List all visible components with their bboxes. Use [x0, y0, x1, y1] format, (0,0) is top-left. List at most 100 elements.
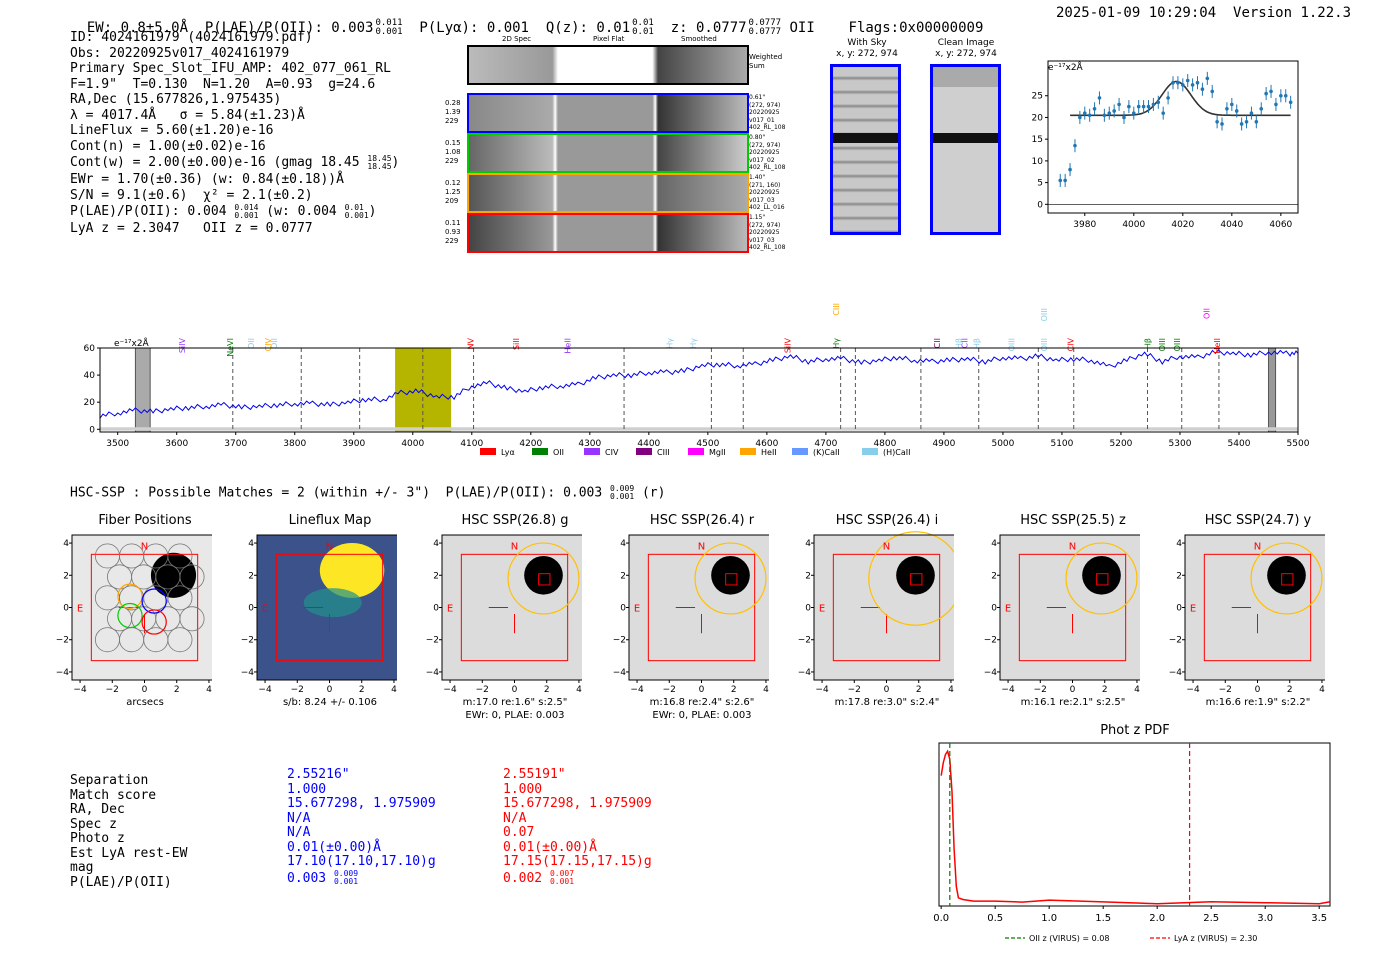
- emission-line-label: OIII: [1040, 338, 1049, 351]
- cutout-title: HSC SSP(26.4) r: [649, 513, 755, 528]
- zoom-data-point: [1122, 115, 1126, 120]
- legend-label: OII: [553, 448, 564, 457]
- legend-oii-text: OII z (VIRUS) = 0.08: [1029, 934, 1109, 943]
- fiber-circle-highlight: [117, 602, 143, 629]
- cutout-xtick-label: 0: [699, 685, 705, 695]
- emission-line-label: SiII: [512, 338, 521, 350]
- match-label: Spec z: [70, 816, 117, 832]
- photz-chart: 0.0 0.5 1.0 1.5 2.0 2.5 3.0 3.5 OII z (VIRUS) =…: [933, 742, 1331, 943]
- cutout-background: [814, 535, 954, 680]
- detection-info: ID: 4024161979 (4024161979.pdf) Obs: 202…: [70, 30, 399, 237]
- timestamp: 2025-01-09 10:29:04: [1056, 5, 1217, 21]
- zoom-data-point: [1063, 178, 1067, 183]
- photz-xtick-label: 2.5: [1203, 913, 1219, 924]
- cutout-xtick-label: −2: [476, 685, 489, 695]
- cutout-frame: [999, 534, 1140, 681]
- cutout-image-1: N E −4−4 −2 −2 0 0 2 2 4 4: [241, 534, 397, 695]
- zoom-data-point: [1254, 120, 1259, 124]
- full-xtick-label: 4500: [696, 439, 719, 449]
- zoom-data-point: [1146, 104, 1151, 109]
- search-box: [1018, 553, 1127, 662]
- match-col2-value: 15.677298, 1.975909: [503, 796, 652, 811]
- info-sn: S/N = 9.1(±0.6) χ² = 2.1(±0.2): [70, 187, 313, 203]
- legend-label: Lyα: [501, 448, 515, 457]
- legend-label: CIII: [657, 448, 670, 457]
- legend-label: CIV: [605, 448, 619, 457]
- spectrum-line: [99, 349, 1299, 419]
- zoom-ytick-label: 0: [1037, 200, 1043, 210]
- match-col2-value: 2.55191": [503, 767, 566, 782]
- cutout-xtick-label: 0: [512, 685, 518, 695]
- cutout-ytick-label: −4: [613, 668, 627, 678]
- legend-swatch: [792, 448, 808, 455]
- zoom-line-fit-chart: e⁻¹⁷x2Å 3980 4000 4020 4040 4060 0 5 10 15 20 25: [1032, 60, 1299, 230]
- clean-image-title: Clean Image x, y: 272, 974: [935, 38, 997, 59]
- full-xtick-label: 4200: [519, 439, 542, 449]
- cutout-ytick-label: 4: [63, 539, 69, 549]
- zoom-gaussian-fit: [1070, 80, 1291, 117]
- aperture-circle: [868, 531, 954, 626]
- cutout-ytick-label: −4: [56, 668, 70, 678]
- cutout-background: [629, 535, 769, 680]
- north-label: N: [511, 542, 518, 553]
- zoom-data-point: [1136, 104, 1141, 109]
- cutout-ytick-label: −4: [241, 668, 255, 678]
- hsc-summary: HSC-SSP : Possible Matches = 2 (within +…: [70, 485, 665, 501]
- cutout-ytick-label: −2: [613, 636, 626, 646]
- full-ytick-label: 40: [84, 371, 96, 381]
- zoom-data-point: [1166, 96, 1170, 100]
- emission-line-label: OIII: [1040, 308, 1049, 321]
- fiber-circle-highlight: [141, 609, 167, 635]
- cutout-xtick-label: 2: [544, 685, 550, 695]
- info-obs: Obs: 20220925v017_4024161979: [70, 45, 290, 61]
- legend-swatch: [740, 448, 756, 455]
- photz-xtick-label: 2.0: [1149, 913, 1165, 924]
- cutout-ytick-label: 0: [1176, 604, 1182, 614]
- masked-region-red: [1267, 347, 1277, 433]
- lineflux-peak: [319, 543, 385, 598]
- cutout-caption: arcsecs: [126, 697, 164, 708]
- full-xtick-label: 4700: [814, 439, 837, 449]
- zoom-data-point: [1205, 76, 1210, 81]
- legend-swatch: [636, 448, 652, 455]
- cutout-xtick-label: −2: [1219, 685, 1232, 695]
- cutout-background: [1185, 535, 1325, 680]
- legend-label: MgII: [709, 448, 726, 457]
- zoom-data-point: [1117, 102, 1121, 107]
- error-band: [100, 427, 1298, 431]
- col-header-pixelflat: Pixel Flat: [593, 35, 625, 43]
- full-xtick-label: 5400: [1228, 439, 1251, 449]
- emission-line-label: NeVI: [226, 338, 235, 357]
- legend-swatch: [862, 448, 878, 455]
- cutout-background: [72, 535, 212, 680]
- north-label: N: [326, 542, 333, 553]
- cutout-xtick-label: 4: [576, 685, 582, 695]
- north-label: N: [883, 542, 890, 553]
- east-label: E: [262, 604, 268, 615]
- match-box: [725, 573, 738, 586]
- info-primary: Primary Spec_Slot_IFU_AMP: 402_077_061_R…: [70, 61, 391, 76]
- cutout-xtick-label: −4: [73, 685, 87, 695]
- cutout-ytick-label: −2: [56, 636, 69, 646]
- z-value: z: 0.0777: [670, 20, 747, 36]
- contw-sub: 18.45: [367, 161, 392, 171]
- cutout-title: HSC SSP(24.7) y: [1204, 513, 1312, 528]
- zoom-data-point: [1283, 93, 1288, 98]
- east-label: E: [634, 604, 640, 615]
- full-xtick-label: 4300: [578, 439, 601, 449]
- cutout-xtick-label: −4: [815, 685, 829, 695]
- info-contn: Cont(n) = 1.00(±0.02)e-16: [70, 138, 266, 154]
- zoom-data-point: [1195, 80, 1200, 85]
- full-xtick-label: 3500: [106, 439, 129, 449]
- zoom-ytick-label: 15: [1032, 135, 1043, 145]
- match-box: [1096, 573, 1109, 586]
- cutout-caption-2: EWr: 0, PLAE: 0.003: [652, 710, 752, 721]
- info-contw-text: Cont(w) = 2.00(±0.00)e-16 (gmag 18.45: [70, 155, 360, 170]
- qz-sub: 0.01: [632, 27, 654, 37]
- zoom-xtick-label: 4000: [1122, 220, 1145, 230]
- fiber-circle: [179, 606, 205, 632]
- emission-line-label: SiIV: [783, 337, 792, 353]
- zoom-data-point: [1239, 122, 1244, 126]
- zoom-data-point: [1200, 87, 1205, 92]
- full-xtick-label: 3600: [165, 439, 188, 449]
